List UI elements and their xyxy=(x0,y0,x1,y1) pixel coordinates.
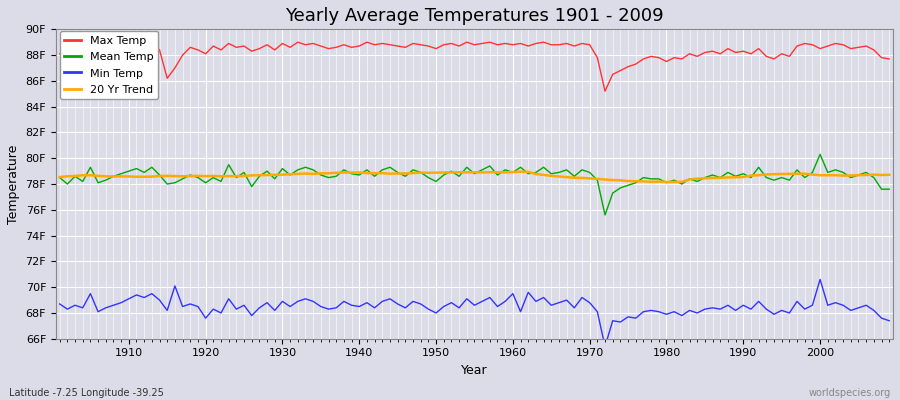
X-axis label: Year: Year xyxy=(461,364,488,377)
Legend: Max Temp, Mean Temp, Min Temp, 20 Yr Trend: Max Temp, Mean Temp, Min Temp, 20 Yr Tre… xyxy=(60,31,158,100)
Title: Yearly Average Temperatures 1901 - 2009: Yearly Average Temperatures 1901 - 2009 xyxy=(285,7,664,25)
Text: worldspecies.org: worldspecies.org xyxy=(809,388,891,398)
Y-axis label: Temperature: Temperature xyxy=(7,144,20,224)
Text: Latitude -7.25 Longitude -39.25: Latitude -7.25 Longitude -39.25 xyxy=(9,388,164,398)
